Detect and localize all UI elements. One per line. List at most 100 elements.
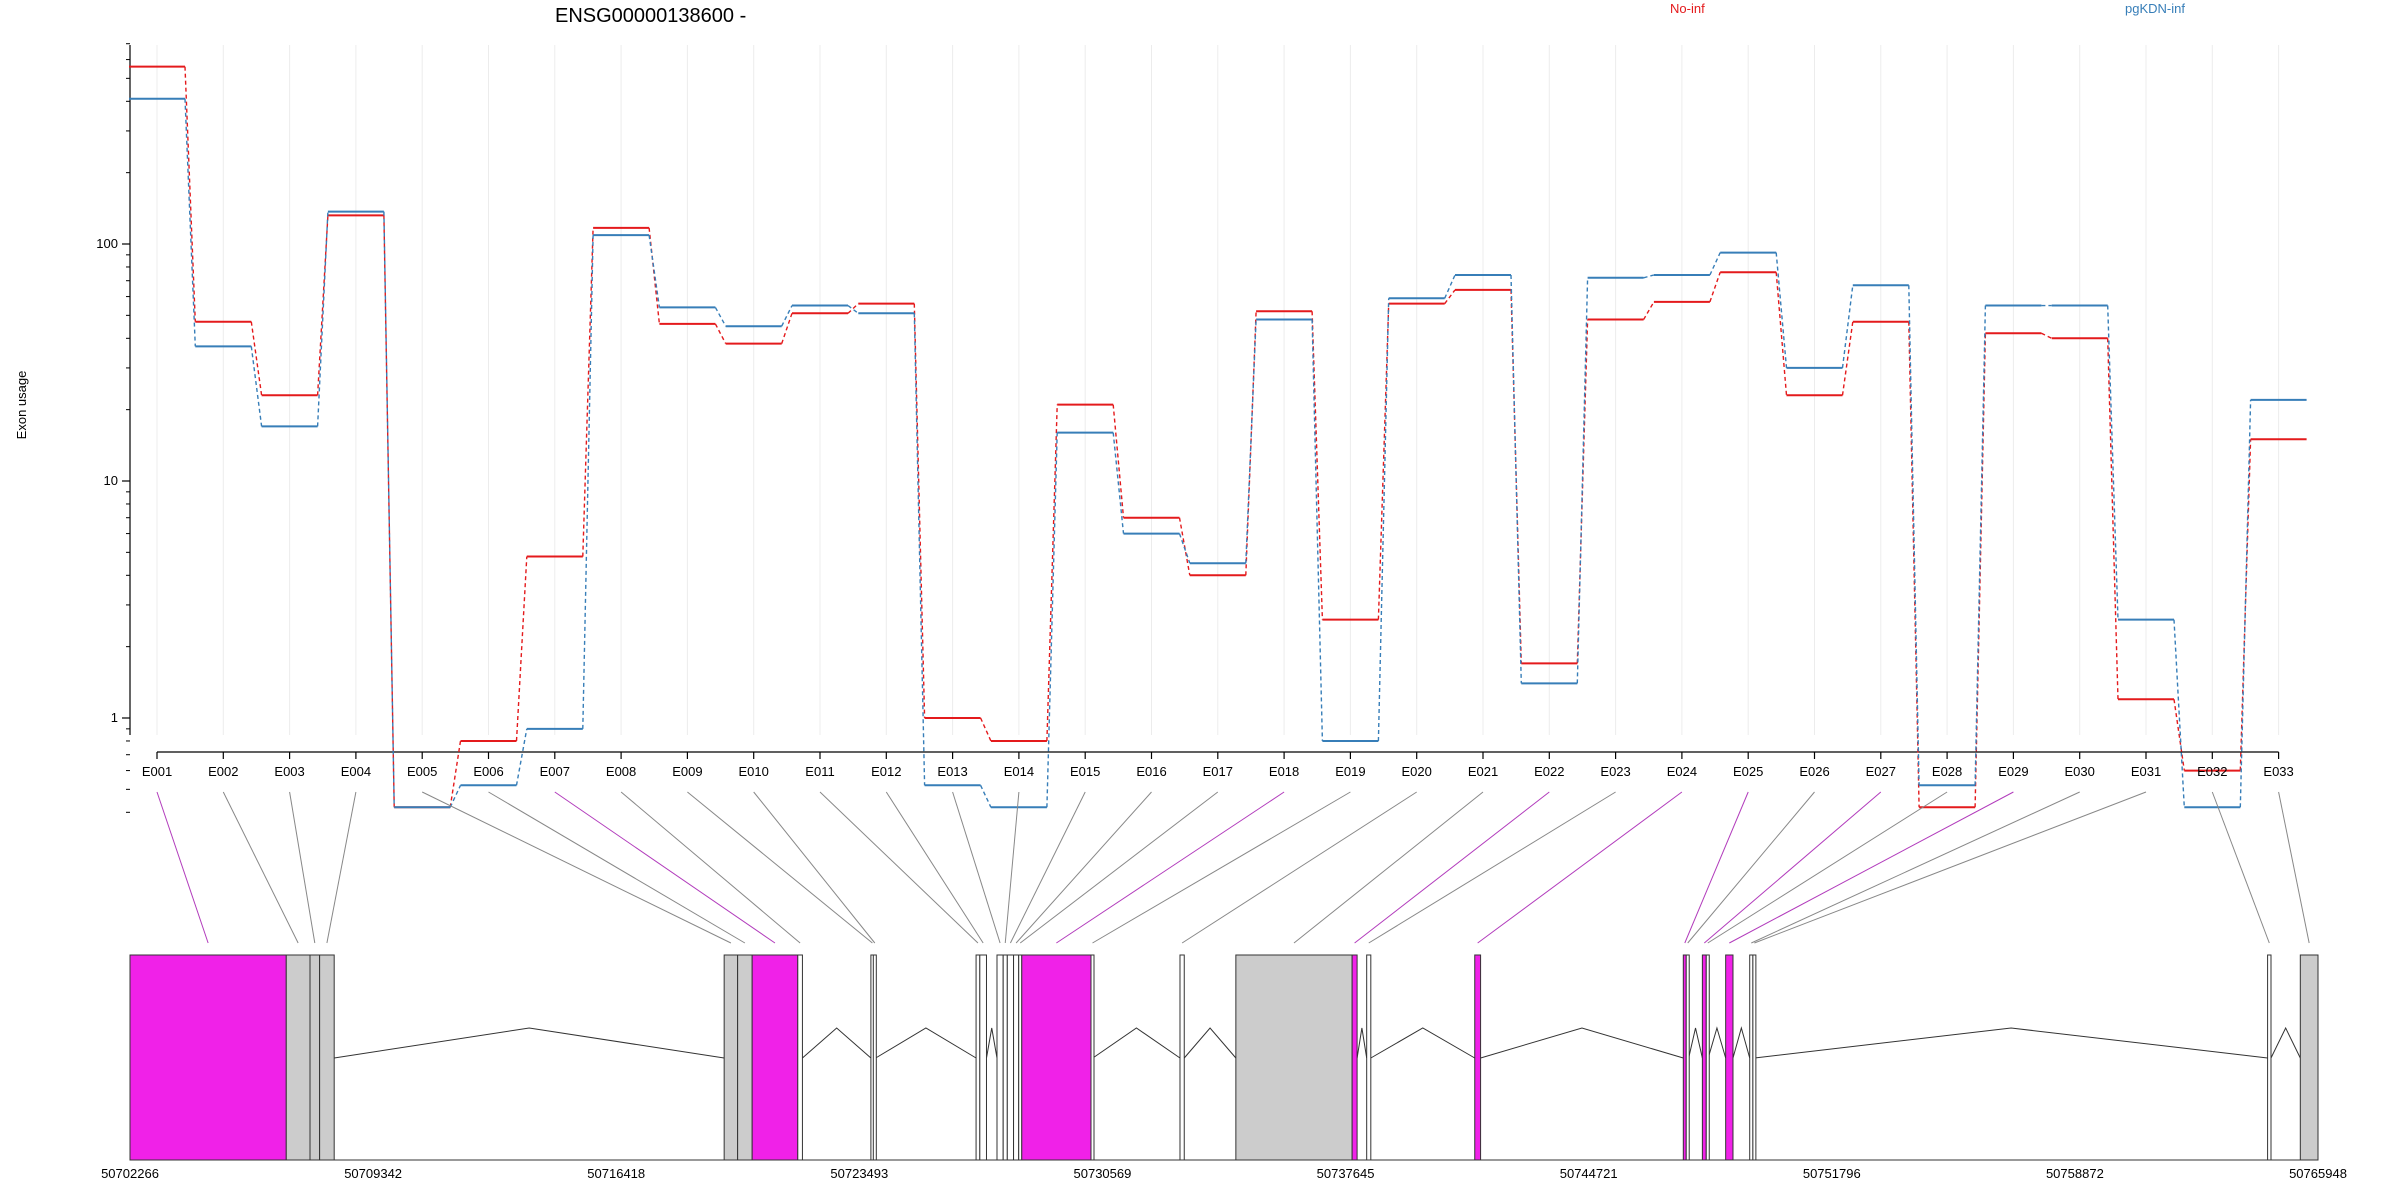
x-tick-label: E009 bbox=[672, 764, 702, 779]
coordinate-label: 50737645 bbox=[1317, 1166, 1375, 1181]
exon-connector bbox=[1687, 791, 1815, 944]
exon-box bbox=[1685, 954, 1690, 1161]
transition-line bbox=[2041, 332, 2053, 339]
transition-line bbox=[383, 211, 395, 808]
exon-box bbox=[129, 954, 287, 1161]
exon-box bbox=[1179, 954, 1185, 1161]
intron bbox=[985, 1027, 998, 1059]
transition-line bbox=[582, 227, 594, 557]
intron bbox=[1754, 1027, 2268, 1059]
x-tick-label: E027 bbox=[1866, 764, 1896, 779]
y-tick-label: 1 bbox=[111, 710, 118, 725]
exon-box bbox=[996, 954, 1004, 1161]
exon-box bbox=[737, 954, 753, 1161]
intron bbox=[1356, 1027, 1368, 1059]
transition-line bbox=[1642, 301, 1655, 320]
intron bbox=[2270, 1026, 2301, 1059]
intron bbox=[1370, 1027, 1475, 1059]
legend-pgkdn-inf: pgKDN-inf bbox=[2125, 1, 2185, 16]
exon-connector bbox=[488, 791, 746, 944]
exon-connector bbox=[753, 791, 876, 944]
exon-connector bbox=[1181, 791, 1417, 944]
transition-line bbox=[1775, 272, 1788, 396]
transition-line bbox=[1974, 305, 1987, 786]
exon-connectors bbox=[156, 791, 2310, 944]
transition-line bbox=[1510, 289, 1522, 664]
x-tick-label: E022 bbox=[1534, 764, 1564, 779]
transition-line bbox=[1377, 303, 1390, 620]
exon-connector bbox=[1477, 791, 1683, 944]
x-tick-label: E021 bbox=[1468, 764, 1498, 779]
x-tick-label: E031 bbox=[2131, 764, 2161, 779]
exon-box bbox=[319, 954, 335, 1161]
transition-line bbox=[1841, 321, 1854, 396]
exon-box bbox=[1474, 954, 1482, 1161]
transition-line bbox=[847, 304, 859, 314]
intron bbox=[1480, 1027, 1684, 1059]
transition-line bbox=[1908, 321, 1920, 808]
exon-connector bbox=[620, 791, 801, 944]
x-tick-label: E002 bbox=[208, 764, 238, 779]
coordinate-label: 50723493 bbox=[830, 1166, 888, 1181]
transition-line bbox=[1311, 319, 1324, 741]
exon-box bbox=[1705, 954, 1710, 1161]
coordinate-label: 50758872 bbox=[2046, 1166, 2104, 1181]
transition-line bbox=[648, 235, 661, 308]
exon-connector bbox=[1009, 791, 1086, 944]
exon-box bbox=[285, 954, 311, 1161]
transition-line bbox=[1178, 533, 1191, 564]
coordinate-label: 50751796 bbox=[1803, 1166, 1861, 1181]
transition-line bbox=[1444, 289, 1456, 305]
y-tick-label: 10 bbox=[104, 473, 118, 488]
x-tick-label: E019 bbox=[1335, 764, 1365, 779]
exon-connector bbox=[1354, 791, 1550, 944]
intron bbox=[1688, 1027, 1703, 1059]
intron bbox=[1707, 1026, 1727, 1059]
transition-line bbox=[1709, 252, 1721, 276]
transition-line bbox=[2107, 338, 2119, 700]
exon-connector bbox=[1684, 791, 1749, 944]
exon-connector bbox=[1703, 791, 1882, 944]
transition-line bbox=[316, 211, 329, 427]
x-tick-label: E018 bbox=[1269, 764, 1299, 779]
coordinate-label: 50730569 bbox=[1074, 1166, 1132, 1181]
transition-line bbox=[1046, 432, 1058, 808]
transition-line bbox=[184, 98, 196, 347]
exon-box bbox=[979, 954, 987, 1161]
exon-connector bbox=[1754, 791, 2147, 944]
intron bbox=[1183, 1027, 1237, 1059]
y-axis-label: Exon usage bbox=[14, 371, 29, 440]
exon-box bbox=[1701, 954, 1707, 1161]
x-tick-label: E016 bbox=[1136, 764, 1166, 779]
exon-connector bbox=[1015, 791, 1152, 944]
transition-line bbox=[250, 321, 263, 396]
x-tick-label: E010 bbox=[739, 764, 769, 779]
transition-line bbox=[449, 740, 462, 808]
coordinate-label: 50765948 bbox=[2289, 1166, 2347, 1181]
exon-box bbox=[1021, 954, 1092, 1161]
transition-line bbox=[781, 313, 793, 344]
x-tick-label: E032 bbox=[2197, 764, 2227, 779]
axes: 1 10 100 bbox=[96, 43, 2280, 813]
x-tick-label: E024 bbox=[1667, 764, 1697, 779]
intron bbox=[1092, 1027, 1181, 1059]
transition-line bbox=[1112, 432, 1125, 534]
transition-line bbox=[1908, 285, 1920, 786]
x-tick-label: E028 bbox=[1932, 764, 1962, 779]
x-tick-label: E004 bbox=[341, 764, 371, 779]
transition-line bbox=[449, 785, 462, 808]
exon-box bbox=[797, 954, 803, 1161]
exon-box bbox=[751, 954, 799, 1161]
transition-line bbox=[1841, 285, 1854, 369]
x-tick-label: E006 bbox=[473, 764, 503, 779]
x-tick-label: E003 bbox=[274, 764, 304, 779]
gene-model bbox=[129, 954, 2319, 1161]
exon-box bbox=[1366, 954, 1372, 1161]
exon-connector bbox=[222, 791, 299, 944]
x-tick-label: E014 bbox=[1004, 764, 1034, 779]
exon-box bbox=[1725, 954, 1734, 1161]
transition-line bbox=[2173, 699, 2185, 771]
x-tick-label: E023 bbox=[1600, 764, 1630, 779]
coordinate-label: 50702266 bbox=[101, 1166, 159, 1181]
